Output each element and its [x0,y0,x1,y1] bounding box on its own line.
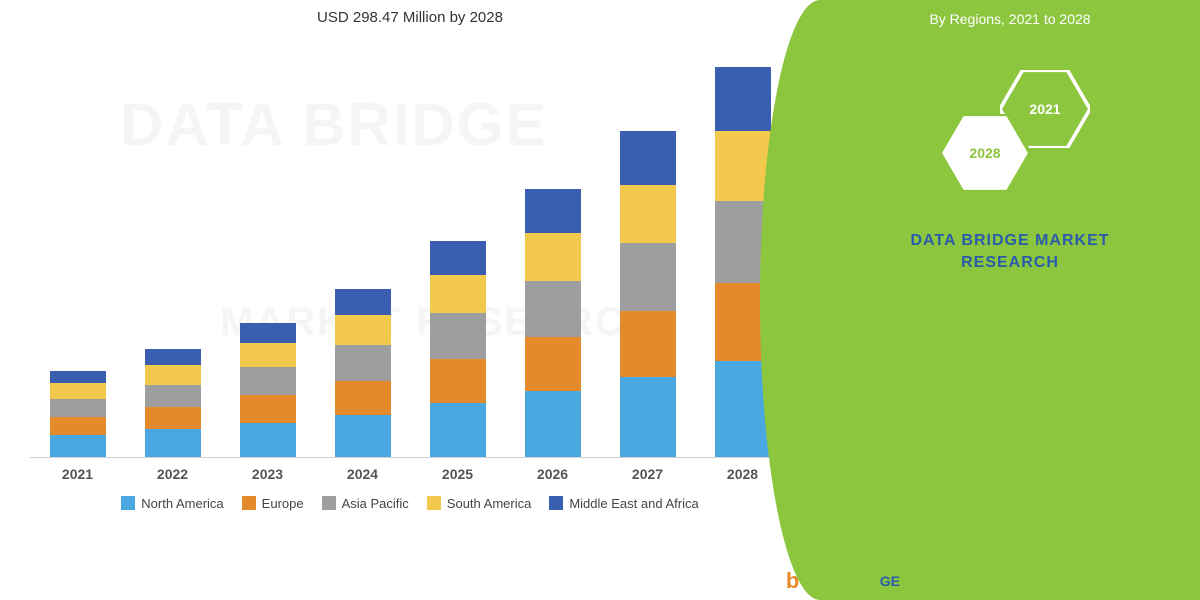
legend-label: Europe [262,496,304,511]
bar-seg [50,383,106,399]
legend-swatch [121,496,135,510]
legend-swatch [242,496,256,510]
bar-2021 [50,371,106,457]
bar-seg [240,343,296,367]
legend: North America Europe Asia Pacific South Ame… [20,496,800,511]
x-label: 2021 [30,466,125,482]
chart-title-line2: USD 298.47 Million by 2028 [317,9,503,26]
legend-item: South America [427,496,532,511]
bar-seg [145,349,201,365]
bar-seg [715,67,771,131]
legend-swatch [427,496,441,510]
legend-label: Asia Pacific [342,496,409,511]
bar-seg [335,315,391,345]
bar-seg [335,381,391,415]
curve-divider [760,0,880,600]
bar-seg [430,359,486,403]
bar-2023 [240,323,296,457]
bar-seg [525,391,581,457]
bar-seg [620,377,676,457]
bar-seg [50,417,106,435]
bar-seg [430,241,486,275]
hex-2028: 2028 [940,114,1030,192]
bar-2022 [145,349,201,457]
legend-label: Middle East and Africa [569,496,698,511]
legend-item: Asia Pacific [322,496,409,511]
bar-seg [240,395,296,423]
bar-seg [525,189,581,233]
x-label: 2025 [410,466,505,482]
bar-seg [335,345,391,381]
bar-seg [50,371,106,383]
bar-seg [620,311,676,377]
chart-area [30,58,790,458]
legend-item: Europe [242,496,304,511]
bar-seg [620,185,676,243]
bar-seg [50,399,106,417]
bar-2024 [335,289,391,457]
bar-seg [620,243,676,311]
bar-2025 [430,241,486,457]
side-title-line2: By Regions, 2021 to 2028 [929,11,1090,27]
bar-seg [715,131,771,201]
bar-seg [240,367,296,395]
legend-item: North America [121,496,223,511]
legend-label: South America [447,496,532,511]
x-label: 2026 [505,466,600,482]
bar-seg [525,281,581,337]
bar-seg [50,435,106,457]
bar-seg [335,289,391,315]
hex-group: 2021 2028 [910,70,1110,210]
bar-seg [620,131,676,185]
bar-seg [240,423,296,457]
x-label: 2027 [600,466,695,482]
legend-swatch [322,496,336,510]
x-axis-labels: 20212022202320242025202620272028 [30,466,790,482]
bar-seg [525,337,581,391]
bar-seg [240,323,296,343]
chart-title: USD 298.47 Million by 2028 [20,8,800,28]
bar-seg [145,407,201,429]
legend-item: Middle East and Africa [549,496,698,511]
bar-seg [430,275,486,313]
side-title: By Regions, 2021 to 2028 [840,10,1180,28]
bar-seg [525,233,581,281]
bar-seg [430,313,486,359]
bar-seg [145,385,201,407]
bar-seg [335,415,391,457]
x-label: 2023 [220,466,315,482]
bar-seg [430,403,486,457]
chart-section: USD 298.47 Million by 2028 DATA BRIDGE M… [0,0,820,600]
x-label: 2024 [315,466,410,482]
bar-seg [145,429,201,457]
bar-seg [145,365,201,385]
bar-2027 [620,131,676,457]
bar-2026 [525,189,581,457]
legend-swatch [549,496,563,510]
legend-label: North America [141,496,223,511]
x-label: 2022 [125,466,220,482]
main-container: USD 298.47 Million by 2028 DATA BRIDGE M… [0,0,1200,600]
